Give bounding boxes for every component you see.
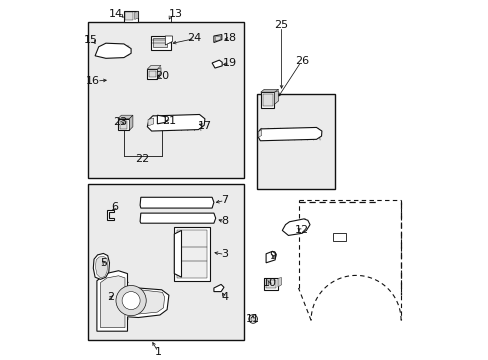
Text: 3: 3 <box>221 249 228 259</box>
Polygon shape <box>282 219 309 235</box>
Bar <box>125 12 132 20</box>
Bar <box>265 280 276 288</box>
Polygon shape <box>213 35 222 42</box>
Text: 9: 9 <box>269 251 276 261</box>
Text: 6: 6 <box>111 202 118 212</box>
Bar <box>123 11 138 22</box>
Bar <box>174 227 210 281</box>
Polygon shape <box>134 12 138 19</box>
Circle shape <box>186 248 197 259</box>
Text: 24: 24 <box>186 33 201 43</box>
Polygon shape <box>157 115 165 124</box>
Text: 19: 19 <box>223 58 237 68</box>
Text: 10: 10 <box>262 278 276 288</box>
Text: 14: 14 <box>109 9 123 19</box>
Text: 18: 18 <box>223 33 237 43</box>
Polygon shape <box>101 276 164 328</box>
Text: 1: 1 <box>154 347 161 357</box>
Ellipse shape <box>109 78 114 81</box>
Polygon shape <box>148 118 153 126</box>
Text: 16: 16 <box>85 76 100 86</box>
Text: 25: 25 <box>274 20 288 30</box>
Circle shape <box>248 315 257 323</box>
Polygon shape <box>95 43 131 58</box>
Bar <box>151 36 170 50</box>
Circle shape <box>261 98 266 103</box>
Text: 23: 23 <box>113 117 127 127</box>
Polygon shape <box>140 213 215 223</box>
Text: 26: 26 <box>294 56 308 66</box>
Bar <box>257 94 334 189</box>
Bar <box>264 278 277 290</box>
Text: 12: 12 <box>294 225 308 235</box>
Text: 5: 5 <box>101 258 107 268</box>
Circle shape <box>250 317 255 321</box>
Text: 20: 20 <box>154 71 168 81</box>
Text: 8: 8 <box>221 216 228 226</box>
Polygon shape <box>97 271 168 331</box>
Text: 11: 11 <box>245 314 259 324</box>
Polygon shape <box>258 127 321 141</box>
Polygon shape <box>212 60 222 68</box>
Bar <box>332 233 346 241</box>
Polygon shape <box>165 36 172 45</box>
Circle shape <box>116 285 146 316</box>
Polygon shape <box>277 278 281 287</box>
Text: 15: 15 <box>83 35 98 45</box>
Bar <box>120 121 127 129</box>
Polygon shape <box>107 210 114 220</box>
Bar <box>147 69 157 79</box>
Polygon shape <box>215 36 220 41</box>
Bar <box>149 71 155 77</box>
Polygon shape <box>95 256 107 278</box>
Polygon shape <box>157 68 161 76</box>
Bar <box>177 230 207 278</box>
Polygon shape <box>129 115 133 130</box>
Bar <box>262 94 272 106</box>
Polygon shape <box>118 115 133 119</box>
Text: 17: 17 <box>198 121 211 131</box>
Polygon shape <box>174 230 181 277</box>
Text: 22: 22 <box>135 154 149 164</box>
Polygon shape <box>258 130 261 138</box>
Polygon shape <box>213 284 224 292</box>
Bar <box>88 22 244 178</box>
Bar <box>152 38 167 47</box>
Bar <box>88 184 244 340</box>
Circle shape <box>181 243 203 265</box>
Polygon shape <box>147 66 161 69</box>
Text: 2: 2 <box>107 292 114 302</box>
Polygon shape <box>265 251 276 263</box>
Circle shape <box>122 292 140 310</box>
Polygon shape <box>93 253 109 279</box>
Ellipse shape <box>107 77 117 83</box>
Bar <box>118 119 129 130</box>
Text: 13: 13 <box>169 9 183 19</box>
Polygon shape <box>274 91 278 104</box>
Polygon shape <box>140 197 213 208</box>
Text: 7: 7 <box>221 195 228 205</box>
Bar <box>260 92 274 108</box>
Text: 4: 4 <box>221 292 228 302</box>
Polygon shape <box>260 89 278 92</box>
Text: 21: 21 <box>162 116 176 126</box>
Polygon shape <box>147 114 204 131</box>
